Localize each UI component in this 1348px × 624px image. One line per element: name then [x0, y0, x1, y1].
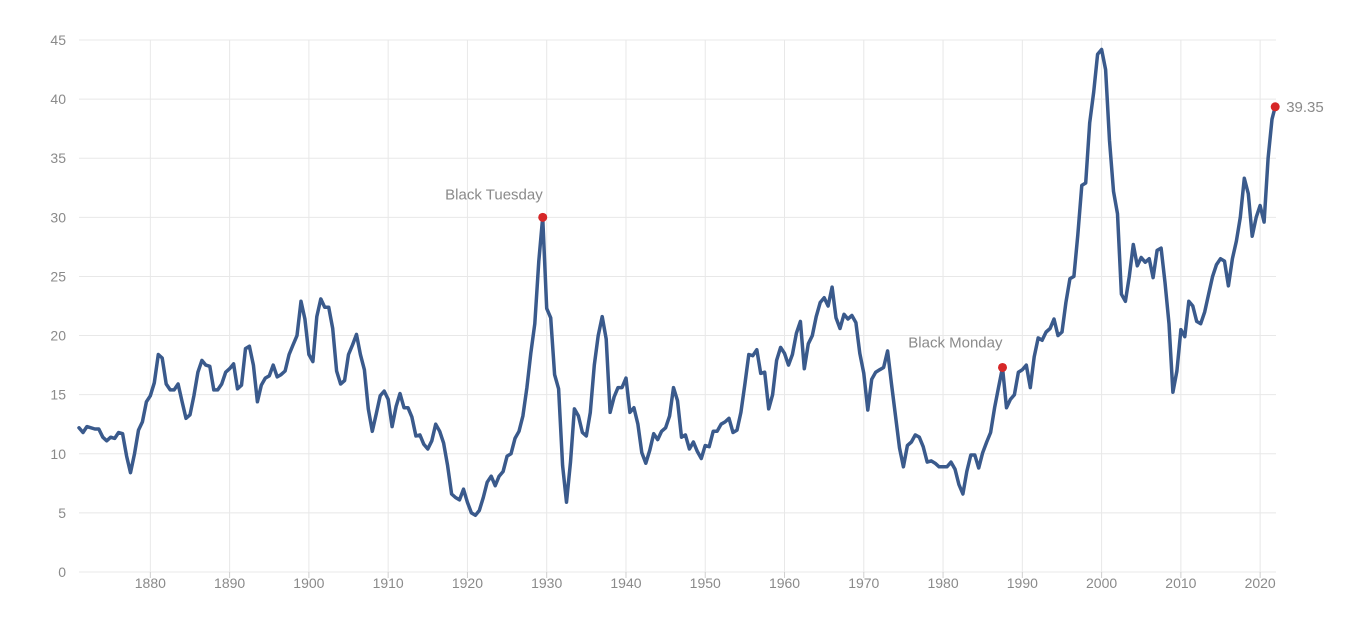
- y-tick-label: 40: [50, 91, 66, 107]
- annotation-marker: [1270, 102, 1280, 112]
- annotation-label: Black Tuesday: [445, 186, 543, 203]
- y-tick-label: 45: [50, 32, 66, 48]
- x-tick-label: 1980: [927, 575, 958, 591]
- annotation-marker: [538, 212, 548, 222]
- series-layer: [77, 47, 1277, 518]
- x-tick-label: 1990: [1007, 575, 1038, 591]
- x-tick-label: 1900: [293, 575, 324, 591]
- annotation-marker: [998, 362, 1008, 372]
- y-tick-label: 20: [50, 328, 66, 344]
- y-tick-label: 0: [58, 564, 66, 580]
- y-tick-label: 10: [50, 446, 66, 462]
- x-tick-label: 1930: [531, 575, 562, 591]
- x-tick-label: 1910: [373, 575, 404, 591]
- y-tick-label: 30: [50, 209, 66, 225]
- y-tick-label: 35: [50, 150, 66, 166]
- y-tick-label: 25: [50, 268, 66, 284]
- axes: 0 5 10 15 20 25 30 35 40 45 1880 1890 1900 1910 1920 19…: [50, 32, 1276, 591]
- x-tick-label: 1890: [214, 575, 245, 591]
- annotation-label: 39.35: [1286, 99, 1324, 116]
- x-tick-label: 1920: [452, 575, 483, 591]
- y-tick-label: 5: [58, 505, 66, 521]
- x-tick-label: 1970: [848, 575, 879, 591]
- annotations: Black Tuesday Black Monday 39.35: [445, 99, 1324, 372]
- annotation-label: Black Monday: [908, 334, 1003, 351]
- x-tick-label: 2020: [1245, 575, 1276, 591]
- series-line: [77, 47, 1277, 518]
- y-tick-label: 15: [50, 387, 66, 403]
- x-tick-label: 2010: [1165, 575, 1196, 591]
- x-tick-label: 1950: [690, 575, 721, 591]
- x-tick-label: 1880: [135, 575, 166, 591]
- x-tick-label: 2000: [1086, 575, 1117, 591]
- x-tick-label: 1940: [610, 575, 641, 591]
- grid: [79, 39, 1276, 573]
- x-tick-label: 1960: [769, 575, 800, 591]
